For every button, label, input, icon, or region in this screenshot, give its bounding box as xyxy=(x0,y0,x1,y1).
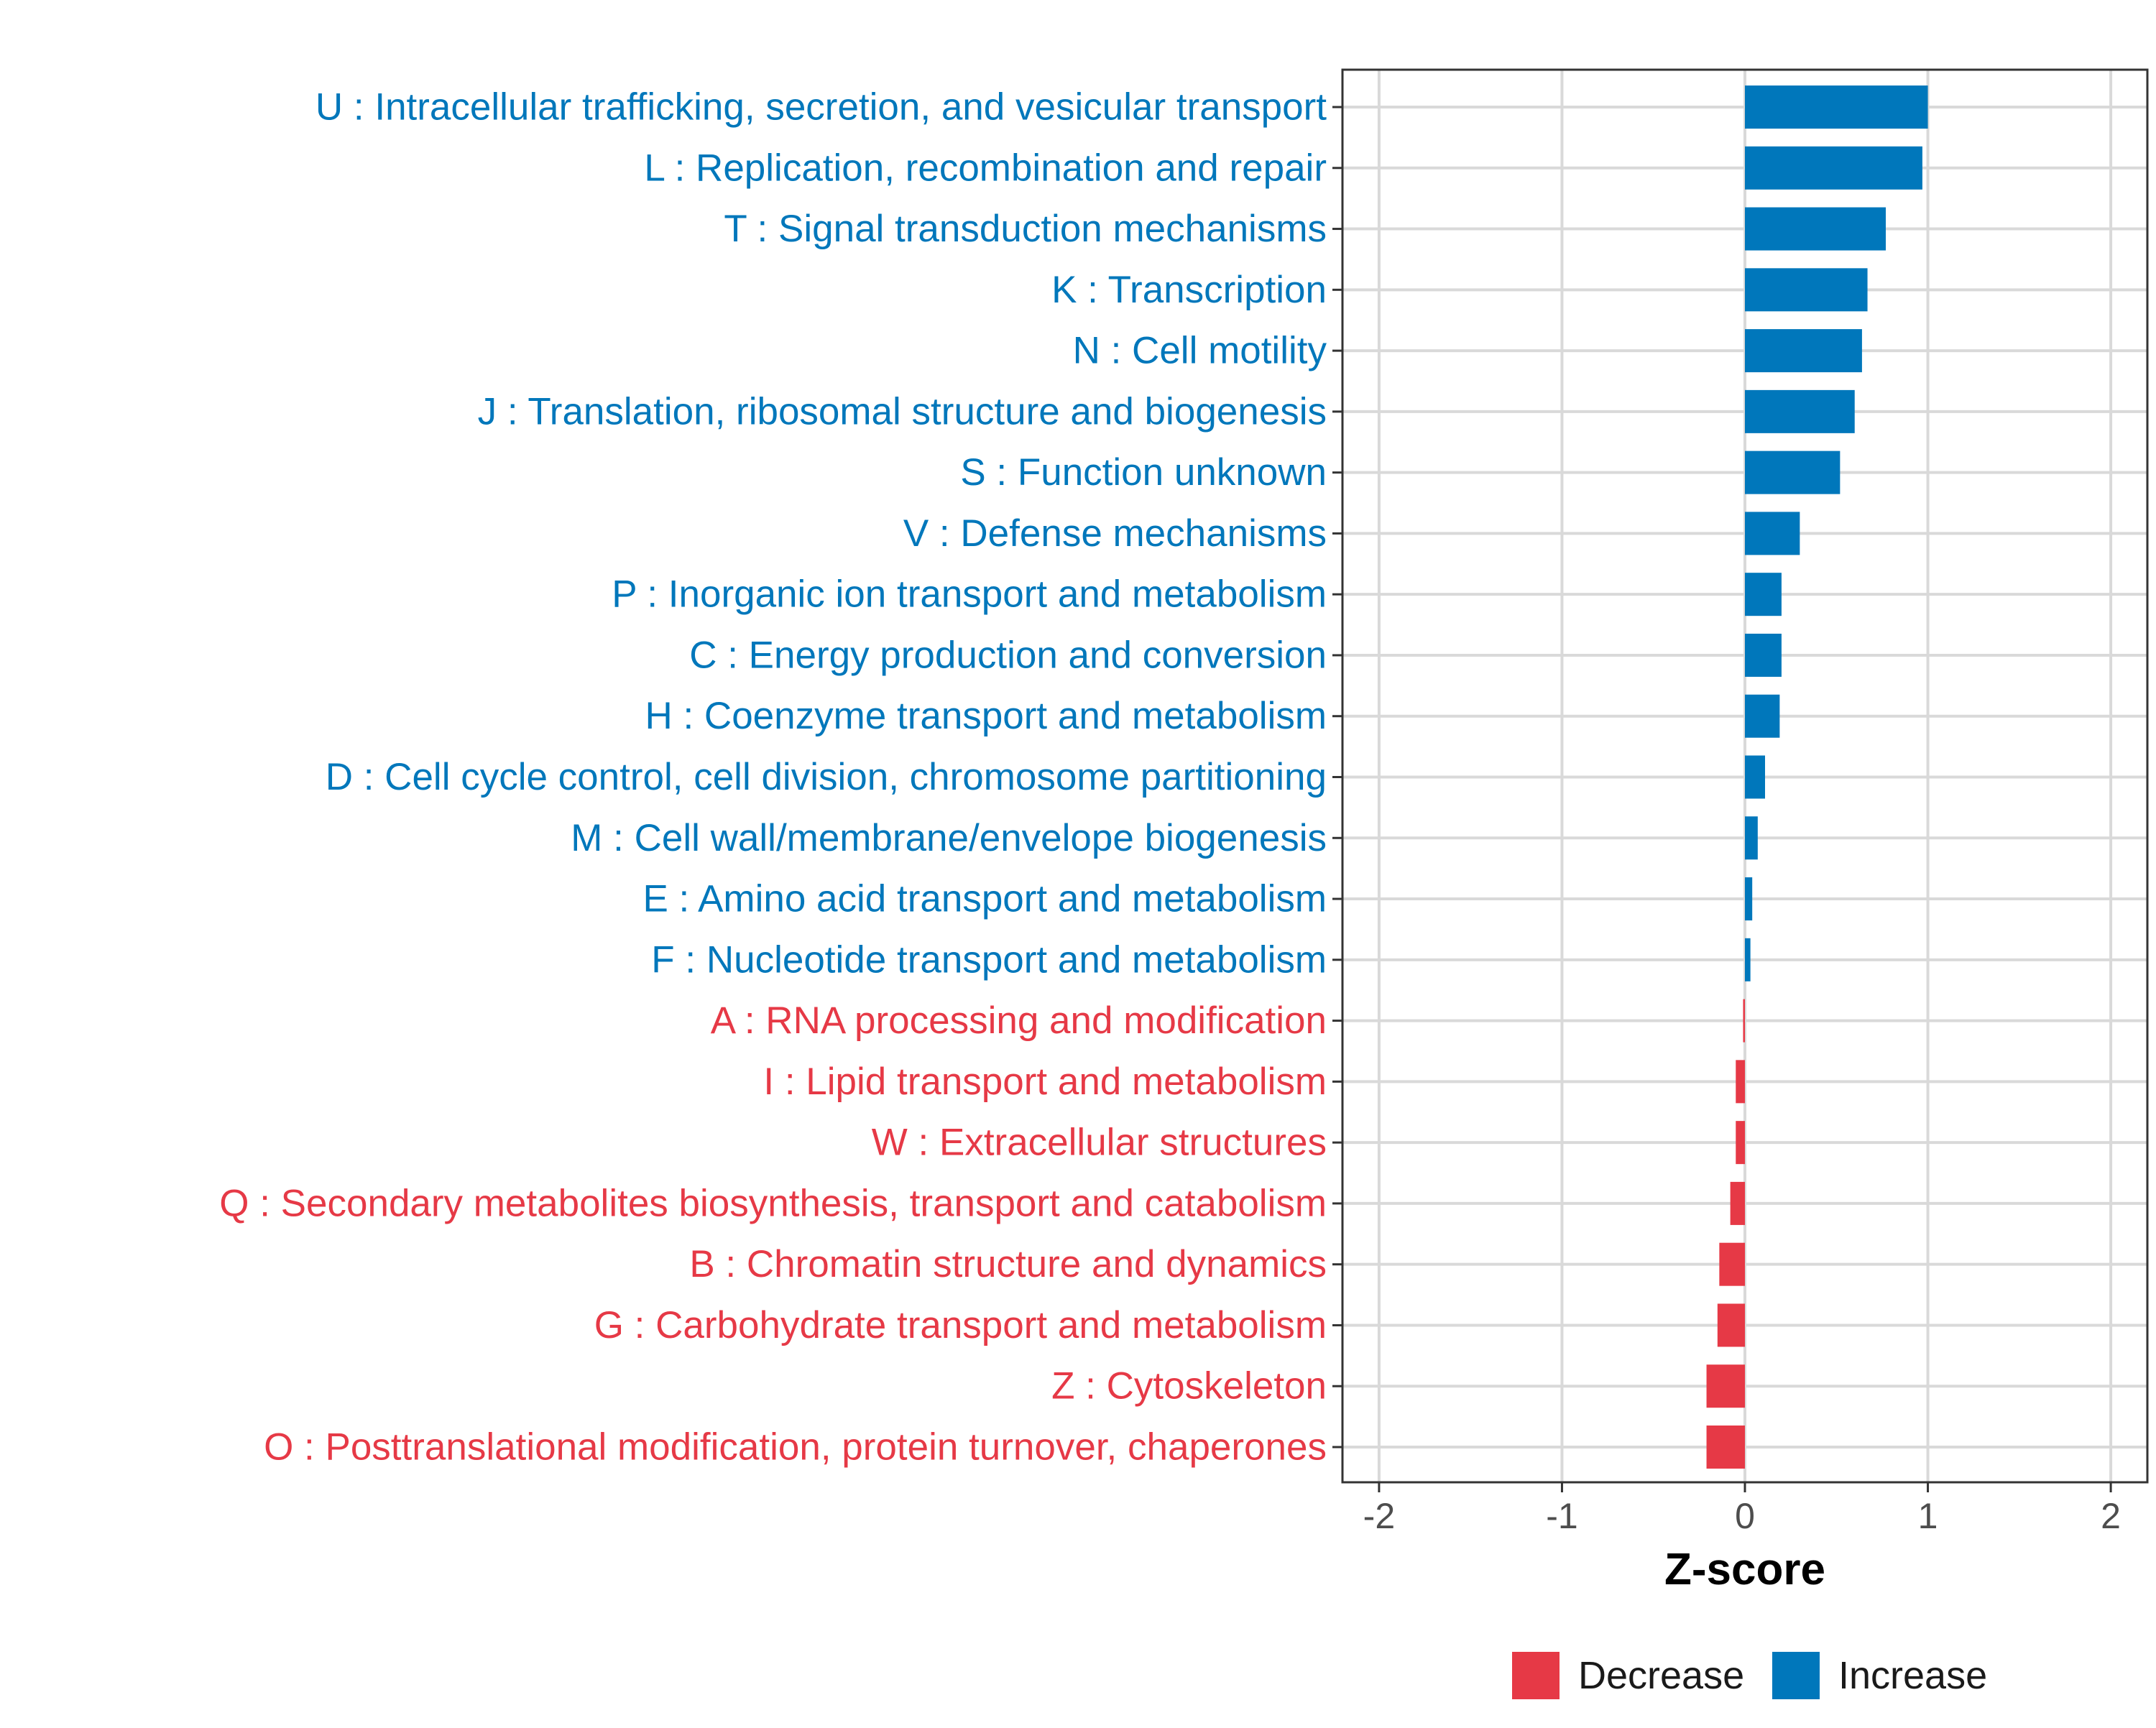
category-label: T : Signal transduction mechanisms xyxy=(724,208,1327,250)
bar-m xyxy=(1745,816,1758,860)
x-tick-label: 0 xyxy=(1735,1496,1755,1536)
category-label: J : Translation, ribosomal structure and… xyxy=(478,390,1327,433)
x-tick-label: -1 xyxy=(1546,1496,1577,1536)
bar-n xyxy=(1745,329,1862,373)
bar-v xyxy=(1745,512,1800,555)
category-label: W : Extracellular structures xyxy=(872,1122,1327,1164)
category-label: I : Lipid transport and metabolism xyxy=(763,1061,1327,1103)
category-label: O : Posttranslational modification, prot… xyxy=(264,1426,1327,1469)
legend-swatch-increase xyxy=(1772,1652,1820,1699)
x-tick-label: 1 xyxy=(1918,1496,1938,1536)
category-label: V : Defense mechanisms xyxy=(903,512,1327,555)
bar-h xyxy=(1745,694,1780,738)
legend-label-decrease: Decrease xyxy=(1578,1654,1744,1697)
y-tick-layer xyxy=(1332,106,1342,1449)
category-label: K : Transcription xyxy=(1051,269,1327,311)
bar-j xyxy=(1745,389,1855,433)
category-label: E : Amino acid transport and metabolism xyxy=(642,878,1327,920)
bar-d xyxy=(1745,755,1765,799)
bar-c xyxy=(1745,633,1782,677)
bar-b xyxy=(1719,1242,1745,1286)
category-label: F : Nucleotide transport and metabolism xyxy=(651,938,1327,981)
x-tick-layer: -2 -1 0 1 2 xyxy=(1363,1482,2121,1536)
bar-layer xyxy=(1706,86,1928,1469)
bar-f xyxy=(1745,938,1751,981)
bar-u xyxy=(1745,86,1928,129)
category-label: G : Carbohydrate transport and metabolis… xyxy=(594,1304,1327,1346)
category-label: Q : Secondary metabolites biosynthesis, … xyxy=(219,1182,1327,1224)
category-label: P : Inorganic ion transport and metaboli… xyxy=(612,573,1327,616)
bar-p xyxy=(1745,573,1782,616)
category-label: A : RNA processing and modification xyxy=(711,999,1327,1042)
category-label: L : Replication, recombination and repai… xyxy=(644,147,1327,189)
bar-l xyxy=(1745,146,1922,190)
bar-z xyxy=(1706,1364,1745,1408)
bar-g xyxy=(1717,1303,1745,1347)
bar-a xyxy=(1743,999,1745,1043)
x-tick-label: -2 xyxy=(1363,1496,1395,1536)
bar-q xyxy=(1730,1181,1745,1225)
category-label: M : Cell wall/membrane/envelope biogenes… xyxy=(571,817,1327,859)
category-label: N : Cell motility xyxy=(1073,330,1327,372)
bar-t xyxy=(1745,207,1886,251)
category-label: C : Energy production and conversion xyxy=(689,634,1327,676)
category-label: Z : Cytoskeleton xyxy=(1051,1365,1327,1408)
category-label: D : Cell cycle control, cell division, c… xyxy=(326,756,1327,798)
bar-e xyxy=(1745,877,1753,921)
bar-k xyxy=(1745,268,1868,312)
legend-label-increase: Increase xyxy=(1838,1654,1987,1697)
bar-w xyxy=(1736,1121,1745,1165)
category-label: H : Coenzyme transport and metabolism xyxy=(645,695,1327,737)
category-label: S : Function unknown xyxy=(960,451,1327,494)
category-label-layer: U : Intracellular trafficking, secretion… xyxy=(219,86,1327,1469)
category-label: B : Chromatin structure and dynamics xyxy=(689,1243,1327,1285)
x-axis-title: Z-score xyxy=(1664,1545,1825,1594)
legend: Decrease Increase xyxy=(1512,1652,1987,1699)
bar-o xyxy=(1706,1426,1745,1469)
legend-swatch-decrease xyxy=(1512,1652,1560,1699)
x-tick-label: 2 xyxy=(2101,1496,2121,1536)
category-label: U : Intracellular trafficking, secretion… xyxy=(315,86,1327,129)
bar-s xyxy=(1745,451,1841,494)
bar-i xyxy=(1736,1060,1745,1104)
